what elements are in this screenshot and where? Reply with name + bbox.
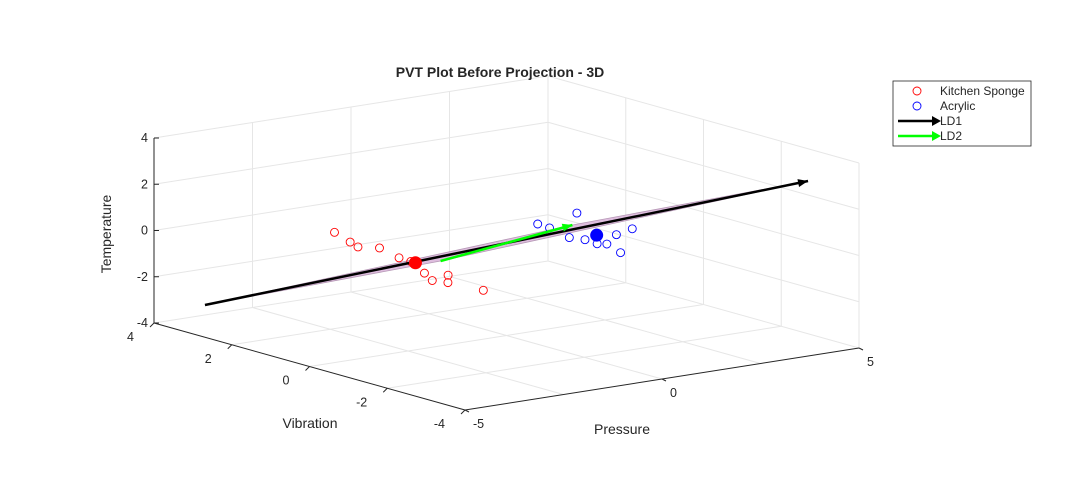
legend-item-acrylic: Acrylic — [912, 99, 975, 113]
y-tick-mark — [382, 387, 388, 393]
box-edge — [153, 260, 549, 324]
x-tick-mark — [858, 347, 864, 351]
class-mean-acrylic — [590, 228, 604, 242]
point-kitchen-sponge — [353, 242, 363, 252]
point-acrylic — [572, 208, 582, 218]
x-tick-mark — [661, 378, 667, 382]
legend-marker-kitchen-sponge — [912, 86, 922, 96]
x-tick-label: -5 — [473, 417, 484, 431]
grid-line — [153, 121, 549, 185]
point-acrylic — [627, 224, 637, 234]
legend-label-acrylic: Acrylic — [940, 99, 975, 113]
point-kitchen-sponge — [345, 237, 355, 247]
class-mean-kitchen-sponge — [408, 256, 422, 270]
legend-arrowhead-ld1 — [932, 116, 941, 126]
point-acrylic — [616, 248, 625, 258]
point-kitchen-sponge — [443, 278, 453, 288]
point-acrylic — [602, 239, 612, 249]
grid-line — [547, 168, 860, 256]
legend-arrowhead-ld2 — [932, 131, 941, 141]
point-kitchen-sponge — [427, 276, 437, 285]
legend-label-ld1: LD1 — [940, 114, 962, 128]
y-tick-label: 2 — [205, 352, 212, 366]
y-tick-mark — [305, 366, 310, 371]
arrowhead-ld1 — [797, 179, 809, 187]
point-kitchen-sponge — [375, 243, 384, 253]
legend-label-kitchen-sponge: Kitchen Sponge — [940, 84, 1025, 98]
y-axis-label: Vibration — [282, 415, 337, 431]
point-kitchen-sponge — [330, 227, 339, 237]
point-acrylic — [580, 235, 590, 245]
point-kitchen-sponge — [443, 270, 453, 280]
point-acrylic — [611, 230, 621, 240]
grid-line — [309, 304, 704, 367]
grid-line — [387, 325, 782, 389]
point-kitchen-sponge — [419, 268, 429, 278]
z-tick-label: -4 — [137, 316, 148, 330]
box-edge — [547, 75, 860, 164]
legend-marker-acrylic — [912, 101, 922, 111]
grid-line — [231, 282, 626, 346]
y-tick-label: 4 — [127, 330, 134, 344]
point-acrylic — [564, 233, 574, 243]
grid-line — [547, 214, 860, 303]
y-tick-label: -4 — [434, 417, 445, 431]
z-tick-label: 2 — [141, 177, 148, 191]
box-edge — [153, 75, 549, 139]
legend-item-ld1: LD1 — [898, 114, 962, 128]
point-kitchen-sponge — [394, 253, 404, 263]
x-tick-label: 5 — [867, 355, 874, 369]
arrow-line-ld2 — [440, 223, 573, 263]
legend-item-kitchen-sponge: Kitchen Sponge — [912, 84, 1025, 98]
grid-line — [153, 168, 549, 231]
chart-title: PVT Plot Before Projection - 3D — [396, 64, 604, 80]
point-kitchen-sponge — [478, 285, 488, 295]
x-tick-label: 0 — [670, 386, 677, 400]
y-tick-label: 0 — [283, 374, 290, 388]
y-tick-label: -2 — [356, 395, 367, 409]
z-tick-label: 0 — [141, 224, 148, 238]
y-tick-mark — [227, 344, 233, 350]
legend-label-ld2: LD2 — [940, 129, 962, 143]
z-tick-label: 4 — [141, 131, 148, 145]
legend: Kitchen Sponge Acrylic LD1 LD2 — [892, 80, 1032, 147]
point-acrylic — [533, 219, 543, 229]
y-tick-mark — [460, 409, 466, 415]
arrowhead-ld2 — [561, 223, 573, 232]
z-axis-label: Temperature — [98, 194, 114, 273]
data-layer — [204, 179, 809, 307]
box-edge — [547, 260, 860, 349]
grid-line — [547, 121, 860, 210]
legend-item-ld2: LD2 — [898, 129, 962, 143]
y-tick-mark — [149, 322, 155, 328]
x-tick-mark — [464, 409, 470, 413]
x-axis-label: Pressure — [594, 421, 650, 437]
grid-layer — [153, 75, 860, 395]
z-tick-label: -2 — [137, 270, 148, 284]
